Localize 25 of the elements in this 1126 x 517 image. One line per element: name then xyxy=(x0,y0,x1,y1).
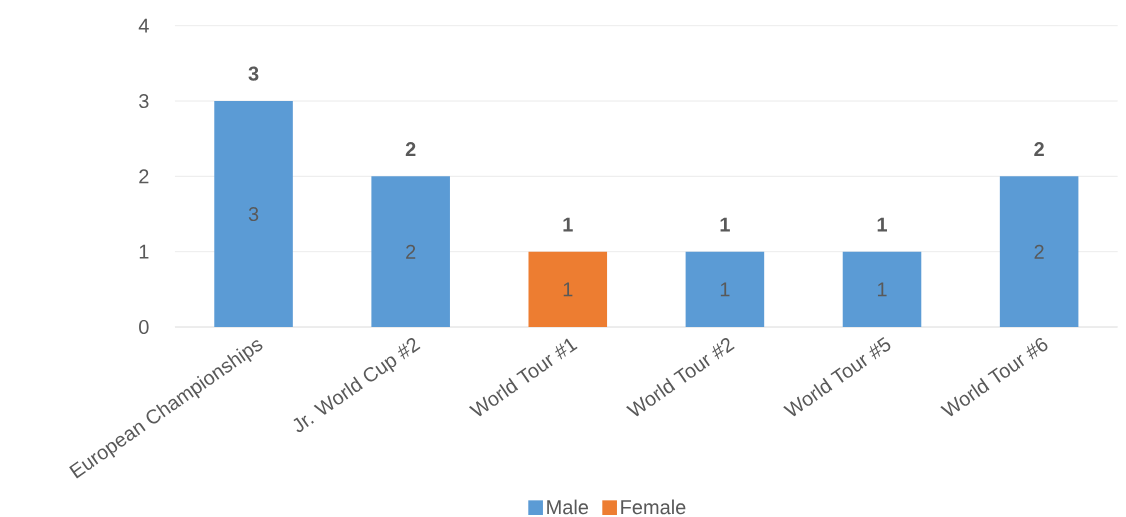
legend-label: Female xyxy=(621,499,686,515)
y-tick-label: 4 xyxy=(138,18,149,33)
bar xyxy=(371,176,450,327)
data-label: 1 xyxy=(563,282,573,297)
bar xyxy=(685,251,765,327)
y-tick-label: 2 xyxy=(139,169,149,184)
data-label: 2 xyxy=(406,244,416,259)
y-tick-label: 3 xyxy=(139,93,149,109)
bar xyxy=(528,251,608,327)
bar xyxy=(214,101,293,327)
data-label: 1 xyxy=(720,282,730,297)
total-label: 1 xyxy=(563,217,573,232)
total-label: 2 xyxy=(405,142,416,157)
total-label: 2 xyxy=(1034,142,1044,157)
data-label: 1 xyxy=(877,282,887,297)
total-label: 3 xyxy=(248,66,259,81)
bar xyxy=(999,176,1079,327)
y-tick-label: 1 xyxy=(139,244,149,259)
data-label: 3 xyxy=(248,206,259,222)
legend-label: Male xyxy=(547,499,589,515)
bar xyxy=(842,251,922,327)
total-label: 1 xyxy=(720,217,730,232)
data-label: 2 xyxy=(1034,244,1044,259)
total-label: 1 xyxy=(877,217,888,232)
y-tick-label: 0 xyxy=(139,319,149,335)
